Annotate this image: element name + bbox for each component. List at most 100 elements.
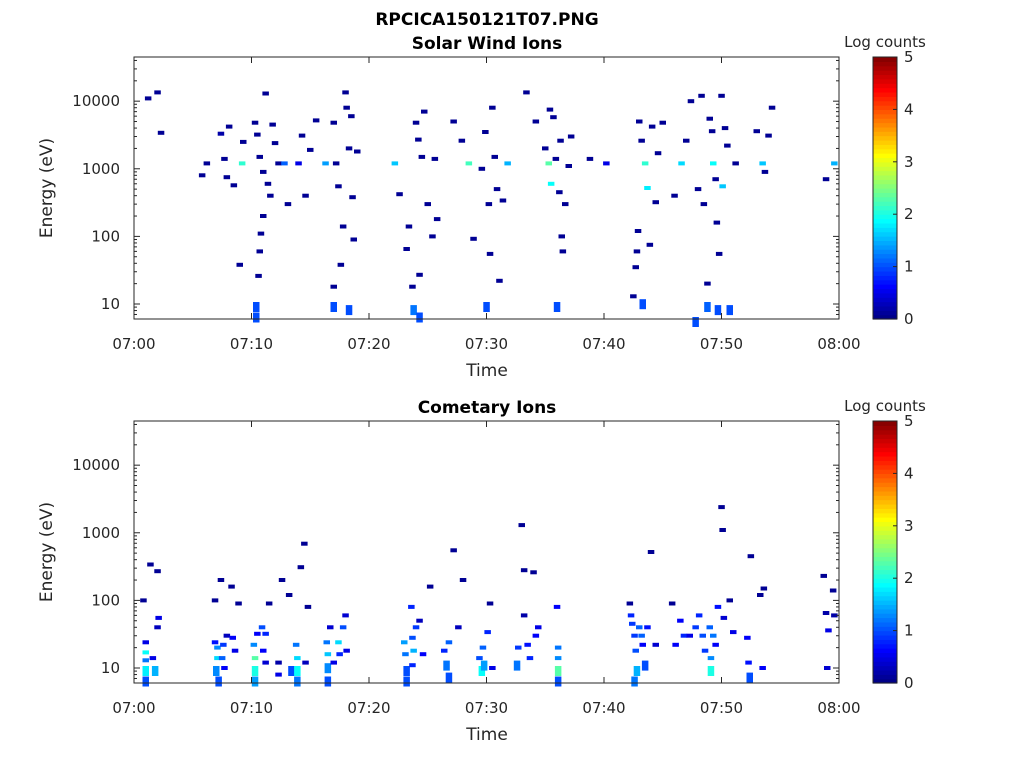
- heatmap-cell: [718, 93, 725, 98]
- heatmap-cell: [713, 220, 721, 225]
- x-tick-label: 07:10: [230, 335, 273, 353]
- heatmap-cell: [235, 601, 242, 606]
- colorbar-segment: [873, 543, 897, 549]
- colorbar-segment: [873, 503, 897, 509]
- heatmap-cell: [768, 105, 776, 110]
- heatmap-cell: [701, 648, 709, 653]
- heatmap-cell: [215, 676, 222, 687]
- heatmap-cell: [292, 642, 300, 647]
- heatmap-cell: [211, 598, 219, 603]
- heatmap-cell: [217, 578, 225, 582]
- colorbar-segment: [873, 249, 897, 255]
- heatmap-cell: [556, 190, 563, 195]
- colorbar-segment: [873, 582, 897, 588]
- colorbar-segment: [873, 179, 897, 185]
- heatmap-cell: [416, 272, 423, 277]
- colorbar-frame: [872, 56, 898, 320]
- heatmap-cell: [294, 676, 301, 687]
- cometary-xlabel: Time: [465, 725, 508, 745]
- heatmap-cell: [659, 120, 666, 125]
- heatmap-cell: [255, 273, 262, 278]
- heatmap-cell: [142, 676, 149, 687]
- heatmap-cell: [695, 613, 703, 618]
- heatmap-cell: [402, 652, 409, 657]
- colorbar-segment: [873, 473, 897, 479]
- heatmap-cell: [631, 676, 638, 687]
- colorbar-segment: [873, 626, 897, 632]
- heatmap-cell: [214, 645, 221, 650]
- colorbar-segment: [873, 148, 897, 154]
- heatmap-cell: [335, 640, 342, 645]
- x-tick-label: 07:50: [700, 699, 743, 717]
- colorbar-segment: [873, 652, 897, 658]
- heatmap-cell: [632, 648, 639, 653]
- figure-title: RPCICA150121T07.PNG: [375, 10, 598, 30]
- cometary-ticks: 07:00 07:10 07:20 07:30 07:40 07:50 08:00 10 100…: [72, 421, 861, 717]
- heatmap-cell: [285, 593, 293, 597]
- heatmap-cell: [220, 642, 227, 647]
- colorbar-segment: [873, 305, 897, 311]
- heatmap-cell: [336, 652, 343, 657]
- heatmap-cell: [431, 156, 439, 161]
- x-tick-label: 07:50: [700, 335, 743, 353]
- solar-wind-title: Solar Wind Ions: [412, 34, 563, 54]
- colorbar-segment: [873, 442, 897, 448]
- heatmap-cell: [504, 161, 511, 166]
- heatmap-cell: [140, 598, 147, 603]
- heatmap-cell: [421, 109, 428, 114]
- heatmap-cell: [546, 107, 554, 112]
- heatmap-cell: [565, 164, 572, 168]
- colorbar-segment: [873, 447, 897, 453]
- colorbar-tick-label: 5: [904, 412, 914, 430]
- colorbar-segment: [873, 78, 897, 84]
- heatmap-cell: [288, 666, 295, 676]
- colorbar-segment: [873, 205, 897, 211]
- colorbar-segment: [873, 425, 897, 431]
- colorbar-segment: [873, 284, 897, 290]
- heatmap-cell: [301, 541, 308, 546]
- heatmap-cell: [213, 666, 220, 676]
- heatmap-cell: [324, 652, 332, 657]
- heatmap-cell: [302, 660, 309, 665]
- colorbar-segment: [873, 196, 897, 202]
- colorbar-tick-label: 4: [904, 100, 914, 118]
- heatmap-cell: [324, 663, 332, 674]
- heatmap-cell: [443, 660, 450, 671]
- heatmap-cell: [513, 660, 521, 671]
- heatmap-cell: [647, 550, 655, 554]
- heatmap-cell: [646, 242, 654, 247]
- colorbar-segment: [873, 222, 897, 228]
- colorbar-segment: [873, 560, 897, 566]
- heatmap-cell: [267, 193, 274, 198]
- heatmap-cell: [631, 633, 638, 638]
- heatmap-cell: [641, 660, 649, 671]
- colorbar-segment: [873, 262, 897, 268]
- colorbar-segment: [873, 279, 897, 285]
- colorbar-segment: [873, 586, 897, 592]
- colorbar-segment: [873, 188, 897, 193]
- heatmap-cell: [339, 625, 347, 630]
- x-tick-label: 08:00: [817, 335, 860, 353]
- colorbar-segment: [873, 429, 897, 435]
- heatmap-cell: [745, 660, 752, 665]
- heatmap-cell: [203, 161, 211, 166]
- x-tick-label: 08:00: [817, 699, 860, 717]
- heatmap-cell: [523, 90, 530, 95]
- heatmap-cell: [343, 648, 350, 653]
- heatmap-cell: [450, 548, 457, 553]
- colorbar-segment: [873, 512, 897, 518]
- heatmap-cell: [271, 141, 279, 146]
- heatmap-cell: [765, 133, 772, 138]
- heatmap-cell: [668, 601, 676, 606]
- x-tick-label: 07:30: [465, 699, 508, 717]
- heatmap-cell: [228, 584, 235, 589]
- heatmap-cell: [410, 305, 417, 316]
- colorbar-segment: [873, 595, 897, 601]
- colorbar-segment: [873, 678, 897, 684]
- heatmap-cell: [332, 161, 340, 166]
- heatmap-cell: [409, 635, 416, 640]
- heatmap-cell: [441, 648, 448, 653]
- colorbar-tick-label: 4: [904, 464, 914, 482]
- colorbar-segment: [873, 547, 897, 553]
- colorbar-segment: [873, 434, 897, 440]
